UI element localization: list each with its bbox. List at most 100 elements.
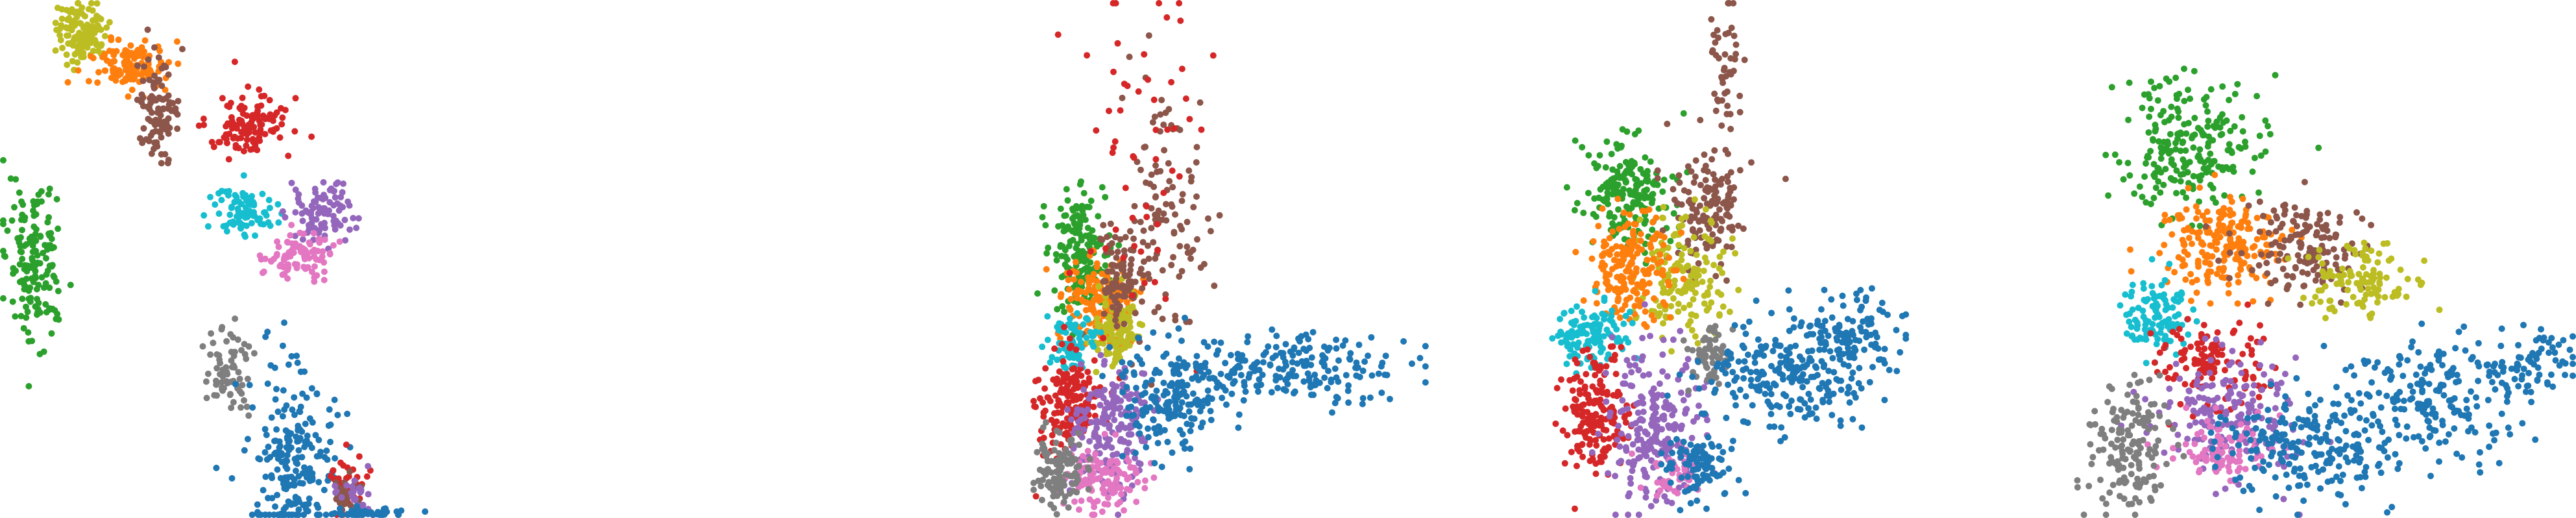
scatter-point (1649, 191, 1657, 197)
scatter-point (1736, 92, 1744, 99)
scatter-point (313, 501, 321, 508)
scatter-point (323, 447, 330, 454)
scatter-point (1603, 277, 1610, 284)
scatter-point (1749, 402, 1756, 409)
scatter-point (1163, 217, 1170, 224)
scatter-point (84, 44, 91, 51)
scatter-point (1629, 450, 1635, 457)
scatter-point (1659, 413, 1666, 420)
scatter-point (1075, 384, 1082, 391)
scatter-point (1188, 415, 1195, 422)
scatter-point (1679, 222, 1686, 229)
scatter-point (115, 36, 122, 43)
scatter-point (1678, 251, 1685, 258)
scatter-point (1838, 330, 1845, 338)
scatter-point (1618, 306, 1625, 313)
scatter-point (1305, 336, 1312, 343)
scatter-point (1568, 319, 1575, 327)
scatter-point (1064, 197, 1071, 204)
scatter-point (1660, 320, 1667, 327)
scatter-point (215, 352, 223, 359)
scatter-point (1697, 217, 1704, 224)
scatter-point (1816, 386, 1823, 393)
scatter-point (1132, 397, 1139, 404)
scatter-point (1729, 438, 1736, 445)
scatter-point (1614, 436, 1621, 443)
scatter-point (1863, 334, 1870, 341)
scatter-point (1160, 379, 1167, 386)
scatter-point (1262, 349, 1269, 356)
scatter-point (1642, 177, 1649, 184)
scatter-point (257, 220, 264, 227)
scatter-point (1723, 414, 1730, 421)
scatter-point (1681, 304, 1688, 312)
scatter-point (1119, 293, 1126, 300)
scatter-point (264, 380, 271, 388)
scatter-point (1160, 210, 1167, 217)
scatter-point (168, 107, 175, 114)
scatter-point (148, 150, 155, 157)
scatter-point (303, 474, 310, 481)
scatter-point (1122, 184, 1129, 191)
scatter-point (53, 278, 60, 285)
scatter-point (1585, 421, 1592, 428)
scatter-point (1720, 67, 1727, 74)
scatter-point (1087, 248, 1094, 255)
scatter-point (1716, 380, 1722, 388)
scatter-point (1066, 269, 1073, 277)
scatter-point (2175, 114, 2182, 121)
scatter-point (274, 466, 281, 473)
scatter-point (299, 390, 306, 397)
scatter-point (1650, 255, 1657, 262)
scatter-point (147, 117, 154, 125)
scatter-point (1090, 271, 1097, 278)
scatter-point (108, 58, 115, 66)
scatter-point (1039, 214, 1046, 221)
scatter-point (1692, 333, 1699, 340)
scatter-point (284, 452, 291, 459)
scatter-point (234, 336, 241, 343)
scatter-point (2223, 117, 2230, 124)
scatter-point (1673, 436, 1680, 443)
scatter-point (0, 217, 6, 224)
scatter-point (1687, 318, 1694, 325)
scatter-point (1062, 493, 1069, 500)
scatter-point (266, 97, 273, 104)
scatter-point (339, 189, 346, 196)
scatter-point (35, 282, 42, 288)
scatter-point (207, 193, 213, 201)
scatter-point (254, 112, 261, 119)
scatter-point (282, 106, 289, 114)
scatter-point (284, 238, 291, 245)
scatter-point (200, 212, 208, 219)
scatter-point (40, 284, 47, 291)
scatter-point (1056, 473, 1063, 480)
scatter-point (1117, 336, 1124, 343)
scatter-point (1716, 443, 1723, 450)
scatter-point (9, 298, 16, 305)
scatter-point (1157, 111, 1164, 118)
scatter-point (276, 443, 284, 450)
scatter-point (1659, 188, 1666, 195)
scatter-point (1668, 302, 1675, 310)
scatter-point (1108, 240, 1115, 247)
scatter-point (306, 241, 313, 248)
scatter-point (1067, 441, 1075, 447)
scatter-point (1178, 267, 1185, 275)
scatter-point (1620, 280, 1627, 287)
scatter-point (347, 502, 354, 509)
scatter-point (1634, 250, 1641, 257)
scatter-point (1549, 335, 1556, 342)
scatter-point (356, 453, 363, 460)
scatter-point (1589, 383, 1596, 390)
scatter-point (1881, 345, 1888, 352)
scatter-point (243, 403, 250, 410)
scatter-point (1126, 53, 1133, 60)
scatter-point (1688, 168, 1695, 175)
scatter-point (274, 238, 281, 245)
scatter-point (4, 227, 11, 234)
scatter-point (1687, 247, 1694, 254)
scatter-point (1099, 236, 1106, 243)
scatter-point (1123, 486, 1130, 493)
scatter-point (1807, 396, 1814, 403)
